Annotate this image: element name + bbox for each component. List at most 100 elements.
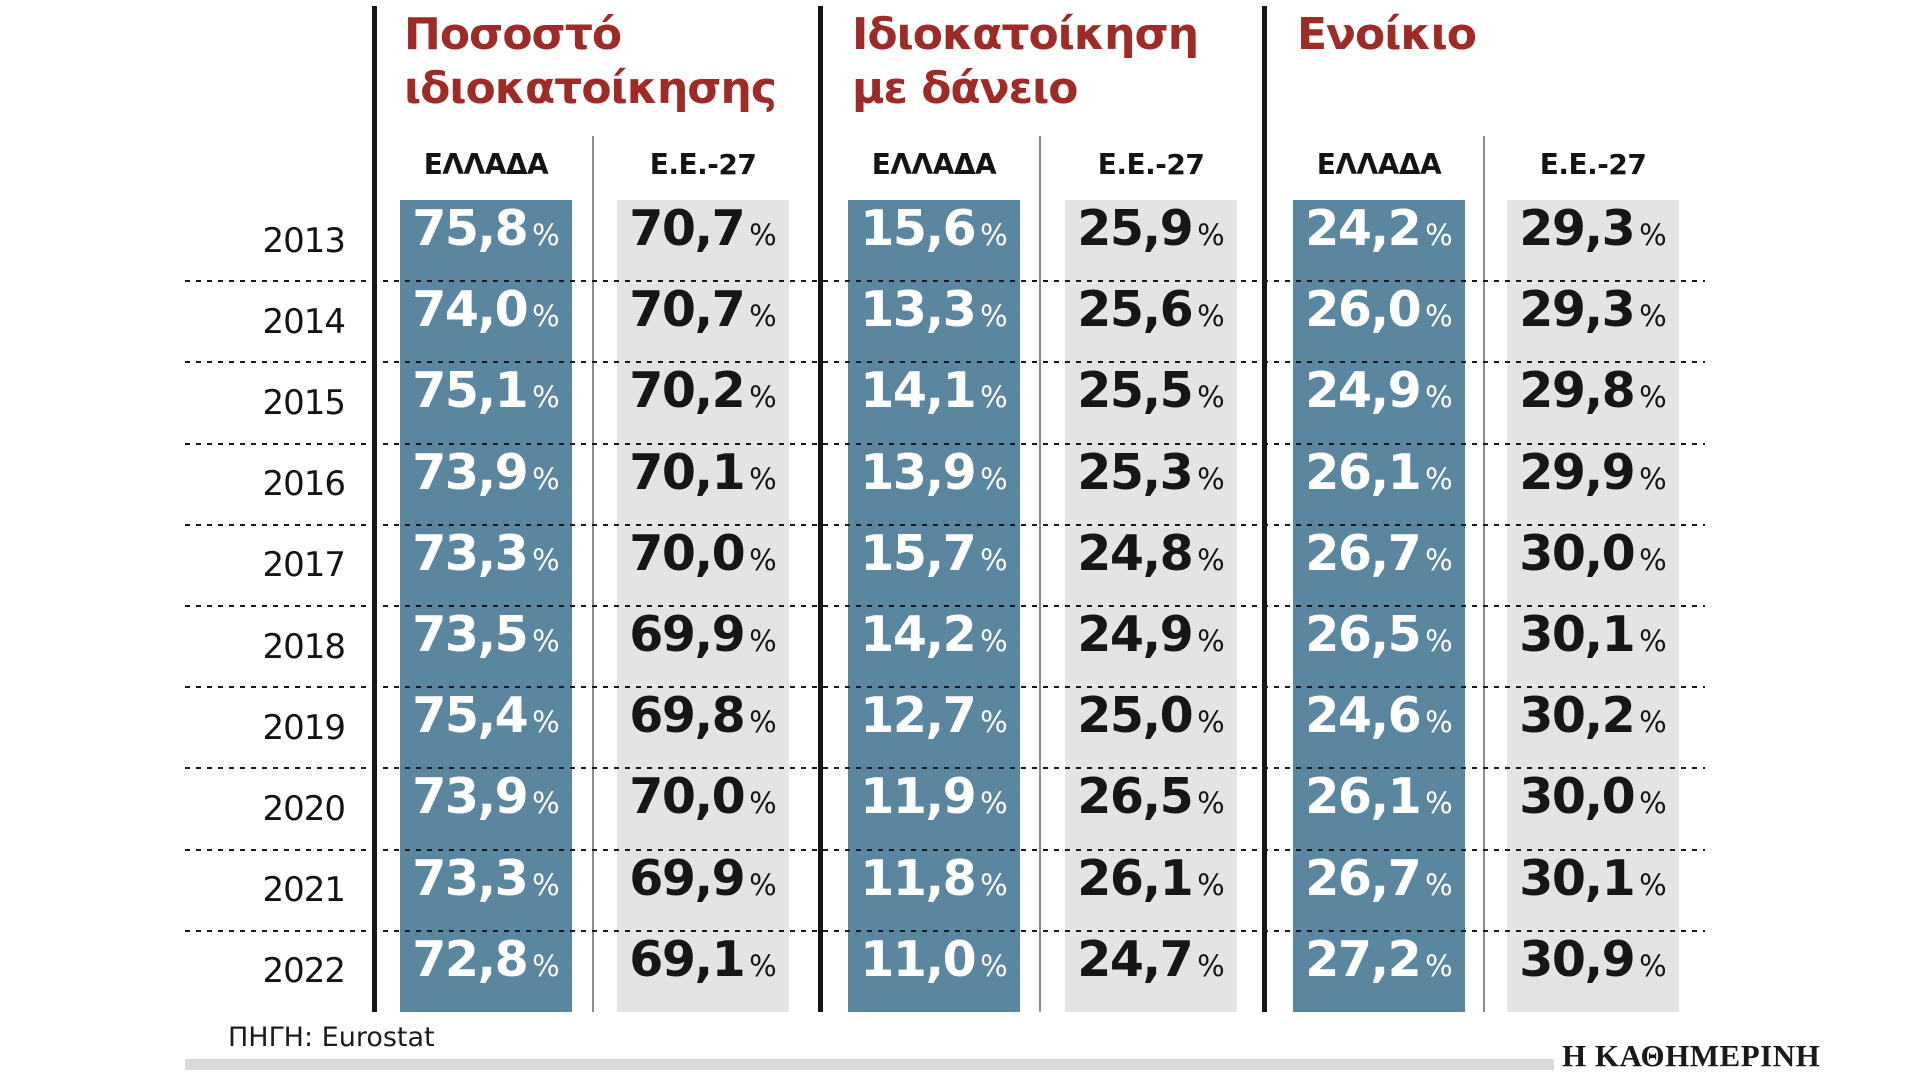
percent-sign: % (1425, 948, 1453, 983)
value-number: 11,9 (860, 768, 976, 826)
percent-sign: % (980, 218, 1008, 252)
percent-sign: % (749, 624, 777, 658)
value-number: 13,3 (860, 281, 976, 339)
value-number: 26,5 (1305, 606, 1421, 663)
value-number: 27,2 (1305, 930, 1421, 988)
row-separator (185, 523, 1705, 526)
row-separator (185, 929, 1705, 932)
value-cell: 25,6% (1065, 281, 1237, 362)
percent-sign: % (532, 380, 560, 415)
value-number: 30,1 (1519, 849, 1635, 907)
value-cell: 70,7% (617, 200, 789, 281)
value-cell: 15,7% (848, 525, 1020, 606)
percent-sign: % (532, 299, 560, 334)
value-number: 30,0 (1519, 768, 1635, 826)
value-cell: 30,2% (1507, 687, 1679, 768)
value-number: 75,1 (412, 362, 528, 420)
value-number: 70,2 (629, 362, 745, 420)
value-number: 14,1 (860, 362, 976, 420)
value-cell: 14,1% (848, 362, 1020, 443)
value-number: 24,6 (1305, 687, 1421, 745)
percent-sign: % (1197, 705, 1225, 740)
percent-sign: % (749, 299, 777, 334)
value-cell: 25,0% (1065, 687, 1237, 768)
value-cell: 24,7% (1065, 931, 1237, 1012)
percent-sign: % (1197, 867, 1225, 902)
value-number: 75,8 (412, 200, 528, 257)
percent-sign: % (749, 380, 777, 415)
value-cell: 73,3% (400, 850, 572, 931)
value-number: 70,1 (629, 443, 745, 501)
year-label: 2014 (262, 301, 346, 342)
value-cell: 70,0% (617, 525, 789, 606)
value-cell: 25,3% (1065, 444, 1237, 525)
percent-sign: % (749, 867, 777, 902)
source-value: Eurostat (321, 1022, 435, 1053)
value-cell: 70,0% (617, 768, 789, 849)
value-number: 26,1 (1305, 768, 1421, 826)
value-number: 30,2 (1519, 687, 1635, 745)
value-cell: 26,5% (1293, 606, 1465, 687)
value-cell: 69,8% (617, 687, 789, 768)
section-title-line: με δάνειο (852, 63, 1078, 114)
percent-sign: % (980, 948, 1008, 983)
percent-sign: % (1197, 542, 1225, 577)
value-number: 29,9 (1519, 443, 1635, 501)
percent-sign: % (1425, 380, 1453, 415)
row-separator (185, 848, 1705, 851)
value-number: 26,1 (1305, 443, 1421, 501)
percent-sign: % (1639, 786, 1667, 821)
value-cell: 26,5% (1065, 768, 1237, 849)
value-cell: 75,1% (400, 362, 572, 443)
column-header-eu: Ε.Ε.-27 (1539, 148, 1647, 181)
value-cell: 30,9% (1507, 931, 1679, 1012)
value-number: 69,9 (629, 849, 745, 907)
year-label: 2016 (262, 464, 346, 505)
source-label: ΠΗΓΗ: (228, 1022, 314, 1053)
value-number: 74,0 (412, 281, 528, 339)
percent-sign: % (980, 299, 1008, 334)
value-cell: 12,7% (848, 687, 1020, 768)
footer-divider (185, 1059, 1554, 1070)
percent-sign: % (1425, 867, 1453, 902)
value-cell: 25,5% (1065, 362, 1237, 443)
value-number: 24,8 (1077, 524, 1193, 582)
value-cell: 13,9% (848, 444, 1020, 525)
value-cell: 13,3% (848, 281, 1020, 362)
section-title-line: Ιδιοκατοίκηση (852, 9, 1199, 60)
value-cell: 73,9% (400, 444, 572, 525)
percent-sign: % (1197, 461, 1225, 496)
percent-sign: % (1197, 948, 1225, 983)
percent-sign: % (1639, 299, 1667, 334)
column-header-eu: Ε.Ε.-27 (1097, 148, 1205, 181)
percent-sign: % (749, 461, 777, 496)
percent-sign: % (749, 218, 777, 252)
value-number: 73,3 (412, 524, 528, 582)
value-number: 24,9 (1077, 606, 1193, 663)
value-number: 30,1 (1519, 606, 1635, 663)
percent-sign: % (1639, 705, 1667, 740)
percent-sign: % (532, 786, 560, 821)
value-cell: 11,9% (848, 768, 1020, 849)
value-number: 25,9 (1077, 200, 1193, 257)
year-label: 2022 (262, 951, 346, 992)
column-divider-line (1483, 136, 1485, 1012)
percent-sign: % (532, 461, 560, 496)
value-cell: 26,1% (1065, 850, 1237, 931)
value-number: 25,3 (1077, 443, 1193, 501)
column-header-greece: ΕΛΛΑΔΑ (871, 148, 997, 181)
value-cell: 74,0% (400, 281, 572, 362)
percent-sign: % (980, 705, 1008, 740)
value-cell: 75,8% (400, 200, 572, 281)
value-number: 69,9 (629, 606, 745, 663)
percent-sign: % (1639, 218, 1667, 252)
value-cell: 26,1% (1293, 768, 1465, 849)
column-header-greece: ΕΛΛΑΔΑ (1316, 148, 1442, 181)
value-number: 69,1 (629, 930, 745, 988)
value-number: 24,7 (1077, 930, 1193, 988)
value-cell: 30,1% (1507, 606, 1679, 687)
value-cell: 29,9% (1507, 444, 1679, 525)
source-note: ΠΗΓΗ: Eurostat (228, 1022, 435, 1053)
value-cell: 24,8% (1065, 525, 1237, 606)
